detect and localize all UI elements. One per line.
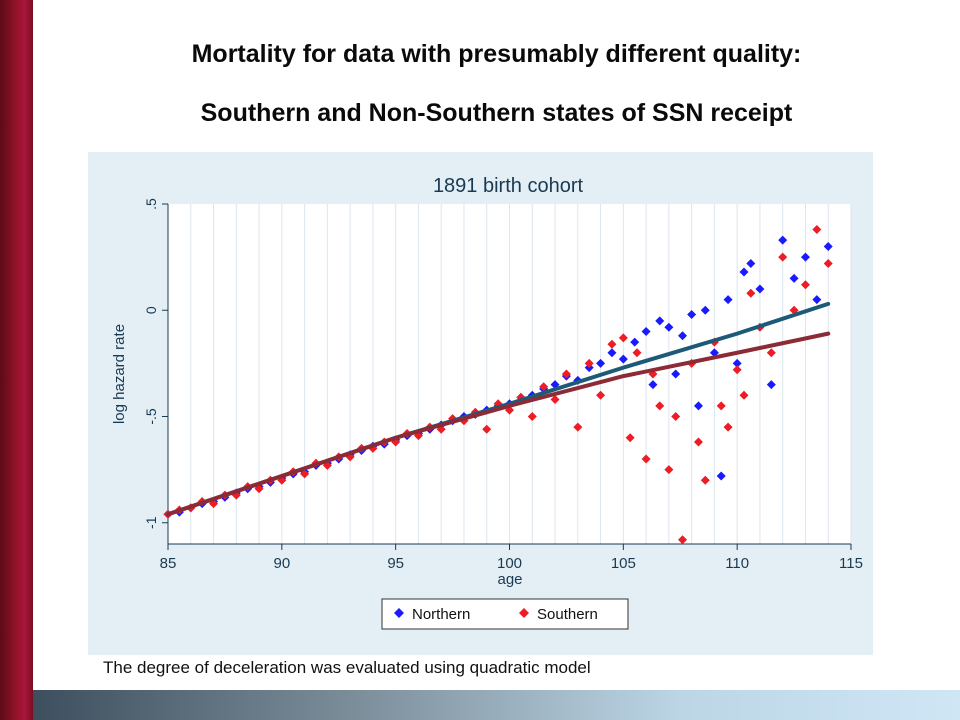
southern-point	[671, 412, 681, 421]
northern-point	[655, 316, 665, 326]
grid-lines	[167, 204, 852, 544]
southern-point	[277, 475, 287, 485]
northern-point	[641, 327, 651, 336]
northern-point	[607, 348, 617, 358]
southern-point	[607, 339, 617, 349]
legend-marker-northern	[394, 608, 404, 618]
northern-point	[778, 235, 788, 245]
fit-lines	[166, 301, 831, 517]
x-tick-label: 110	[725, 555, 749, 572]
x-tick-label: 90	[273, 555, 290, 572]
northern-point	[693, 401, 703, 411]
y-tick-label: -.5	[143, 408, 159, 425]
southern-point	[625, 433, 635, 443]
southern-point	[573, 422, 583, 432]
x-tick-label: 100	[497, 555, 522, 572]
southern-point	[561, 369, 571, 379]
southern-point	[693, 437, 703, 447]
chart-legend: Northern Southern	[381, 598, 629, 630]
northern-point	[687, 310, 697, 319]
northern-point	[671, 369, 681, 379]
northern-point	[618, 354, 628, 364]
southern-fit-line	[166, 331, 831, 517]
y-axis-label: log hazard rate	[111, 324, 128, 424]
footer-gradient-bar	[33, 690, 960, 720]
southern-point	[823, 259, 833, 268]
northern-point	[648, 380, 658, 390]
northern-point	[766, 380, 776, 390]
footnote: The degree of deceleration was evaluated…	[103, 658, 591, 677]
slide-title-line-2: Southern and Non-Southern states of SSN …	[200, 99, 793, 127]
southern-point	[527, 412, 537, 421]
scatter-chart: 1891 birth cohort 85 90 95 100 105 110 115 -1 -.…	[111, 175, 863, 630]
accent-side-bar	[0, 0, 33, 720]
chart-panel: 1891 birth cohort 85 90 95 100 105 110 115 -1 -.…	[88, 152, 873, 655]
legend-label-northern: Northern	[412, 606, 470, 623]
southern-point	[550, 395, 560, 404]
northern-point	[800, 252, 810, 262]
northern-point	[664, 322, 674, 332]
northern-point	[789, 273, 799, 283]
southern-point	[766, 348, 776, 358]
northern-point	[812, 295, 822, 305]
x-tick-label: 105	[611, 555, 636, 572]
southern-point	[209, 499, 219, 509]
southern-point	[732, 365, 742, 375]
southern-point	[739, 390, 749, 400]
southern-point	[716, 401, 726, 411]
x-tick-label: 85	[160, 555, 177, 572]
southern-point	[300, 469, 310, 479]
southern-point	[723, 422, 733, 432]
northern-point	[739, 267, 749, 277]
northern-point	[716, 471, 726, 481]
northern-point	[723, 295, 733, 305]
southern-point	[641, 454, 651, 464]
northern-point	[630, 337, 640, 347]
axes: 85 90 95 100 105 110 115 -1 -.5 0 .5	[143, 198, 863, 572]
chart-title: 1891 birth cohort	[433, 175, 584, 197]
northern-point	[700, 305, 710, 315]
southern-point	[596, 390, 606, 400]
legend-label-southern: Southern	[537, 606, 598, 623]
southern-point	[812, 225, 822, 234]
legend-box	[381, 598, 629, 630]
y-tick-label: -1	[143, 516, 159, 529]
slide-title-line-1: Mortality for data with presumably diffe…	[191, 40, 802, 68]
y-tick-label: .5	[143, 198, 159, 210]
northern-point	[823, 242, 833, 251]
southern-point	[482, 424, 492, 434]
southern-point	[655, 401, 665, 411]
southern-point	[700, 475, 710, 485]
southern-point	[539, 382, 549, 392]
legend-marker-southern	[519, 608, 529, 618]
southern-point	[584, 358, 594, 368]
northern-point	[755, 284, 765, 294]
southern-point	[800, 280, 810, 290]
southern-point	[678, 535, 688, 545]
northern-point	[746, 259, 756, 268]
northern-point	[732, 358, 742, 368]
y-tick-label: 0	[143, 306, 159, 314]
southern-point	[746, 288, 756, 298]
southern-point	[618, 333, 628, 343]
data-points	[163, 225, 833, 545]
southern-point	[778, 252, 788, 262]
southern-point	[664, 465, 674, 475]
x-tick-label: 115	[839, 555, 863, 572]
x-axis-label: age	[497, 571, 522, 588]
northern-point	[596, 358, 606, 368]
x-tick-label: 95	[387, 555, 404, 572]
southern-point	[632, 348, 642, 358]
northern-point	[678, 331, 688, 341]
